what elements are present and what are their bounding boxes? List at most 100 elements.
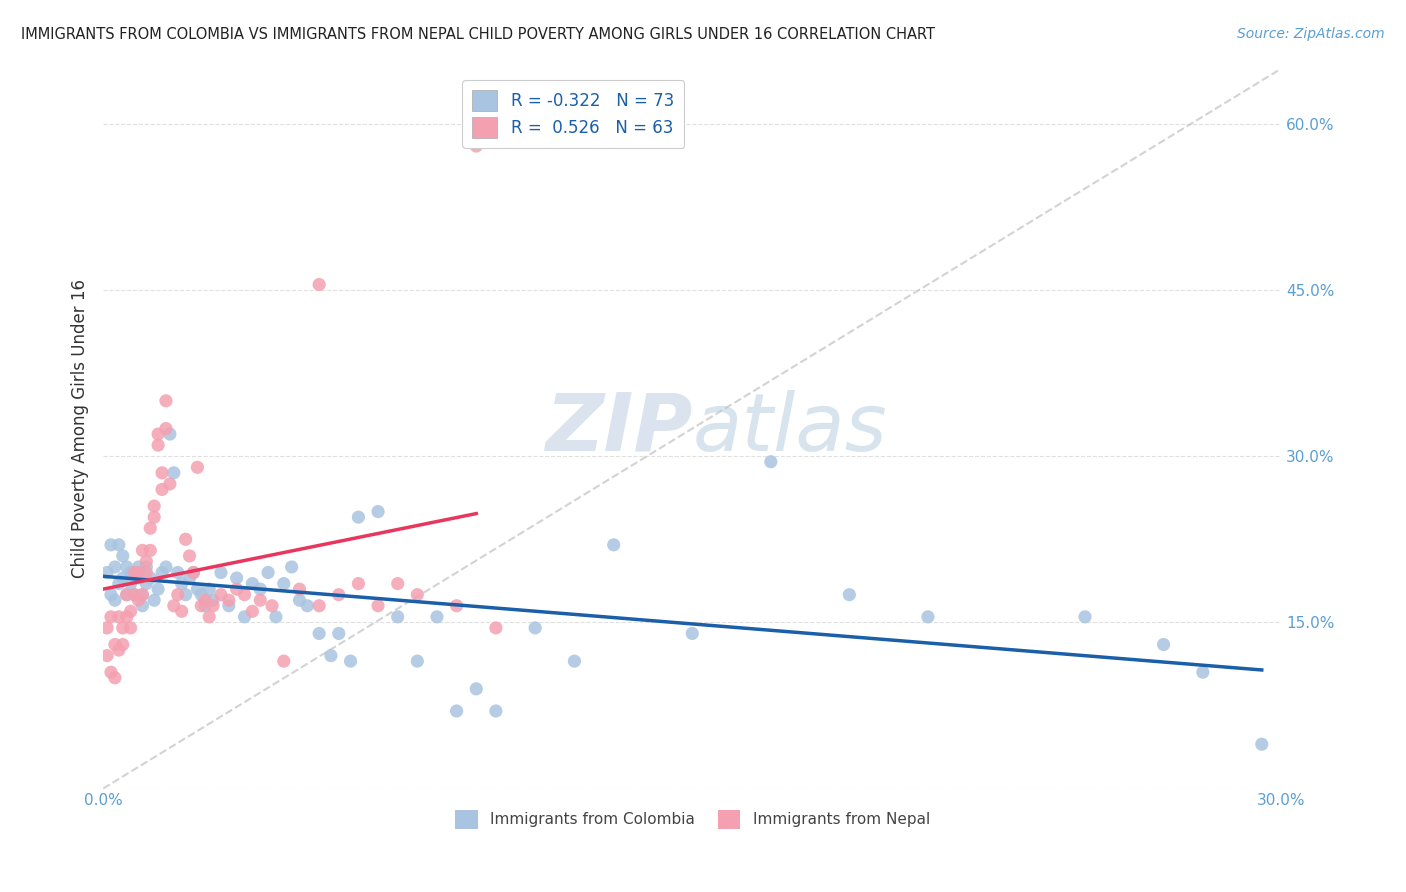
Point (485, 704, 508, 718)
Point (465, 681, 488, 696)
Point (406, 588, 429, 602)
Text: ZIP: ZIP (546, 390, 692, 467)
Text: atlas: atlas (692, 390, 887, 467)
Point (135, 566, 157, 580)
Point (96, 621, 118, 635)
Point (328, 588, 350, 602)
Point (108, 610, 131, 624)
Point (124, 571, 146, 585)
Point (139, 521, 162, 535)
Point (150, 483, 173, 497)
Point (111, 621, 134, 635)
Point (240, 576, 263, 591)
Y-axis label: Child Poverty Among Girls Under 16: Child Poverty Among Girls Under 16 (72, 279, 89, 578)
Point (166, 588, 188, 602)
Point (406, 654, 429, 668)
Point (564, 654, 586, 668)
Point (139, 571, 162, 585)
Point (131, 588, 153, 602)
Point (115, 610, 138, 624)
Point (347, 510, 370, 524)
Point (183, 566, 205, 580)
Point (288, 593, 311, 607)
Point (202, 599, 225, 613)
Point (100, 665, 122, 680)
Point (280, 560, 302, 574)
Point (131, 543, 153, 558)
Point (127, 571, 149, 585)
Point (367, 599, 389, 613)
Point (120, 576, 142, 591)
Point (115, 588, 138, 602)
Point (131, 599, 153, 613)
Point (367, 505, 389, 519)
Point (319, 648, 342, 663)
Point (465, 139, 488, 153)
Point (170, 604, 193, 618)
Point (146, 438, 169, 452)
Point (838, 588, 860, 602)
Point (1192, 665, 1215, 680)
Point (163, 599, 186, 613)
Point (150, 566, 173, 580)
Point (100, 538, 122, 552)
Point (446, 704, 468, 718)
Point (108, 538, 131, 552)
Point (264, 610, 287, 624)
Point (917, 610, 939, 624)
Point (179, 571, 201, 585)
Point (249, 582, 271, 596)
Point (257, 566, 280, 580)
Point (387, 610, 409, 624)
Point (308, 626, 330, 640)
Point (446, 599, 468, 613)
Point (163, 466, 186, 480)
Point (183, 566, 205, 580)
Point (104, 560, 127, 574)
Point (143, 593, 166, 607)
Point (681, 626, 703, 640)
Point (249, 593, 271, 607)
Point (96, 566, 118, 580)
Point (602, 538, 624, 552)
Point (387, 576, 409, 591)
Point (485, 621, 508, 635)
Legend: Immigrants from Colombia, Immigrants from Nepal: Immigrants from Colombia, Immigrants fro… (449, 804, 936, 835)
Point (233, 588, 256, 602)
Point (1250, 737, 1272, 751)
Point (339, 654, 361, 668)
Point (273, 576, 295, 591)
Point (120, 621, 142, 635)
Point (524, 621, 547, 635)
Point (179, 549, 201, 563)
Point (146, 582, 169, 596)
Point (159, 476, 181, 491)
Point (218, 593, 240, 607)
Point (202, 593, 225, 607)
Point (209, 588, 232, 602)
Point (288, 582, 311, 596)
Point (297, 599, 319, 613)
Point (111, 638, 134, 652)
Point (190, 599, 212, 613)
Point (111, 549, 134, 563)
Point (174, 588, 197, 602)
Point (143, 510, 166, 524)
Point (194, 599, 217, 613)
Point (131, 588, 153, 602)
Point (139, 543, 162, 558)
Point (1153, 638, 1175, 652)
Point (120, 566, 142, 580)
Point (104, 638, 127, 652)
Point (190, 588, 212, 602)
Point (759, 455, 782, 469)
Point (124, 588, 146, 602)
Point (209, 566, 232, 580)
Point (273, 654, 295, 668)
Point (127, 566, 149, 580)
Point (100, 588, 122, 602)
Point (108, 643, 131, 657)
Point (135, 554, 157, 568)
Point (186, 582, 208, 596)
Point (170, 576, 193, 591)
